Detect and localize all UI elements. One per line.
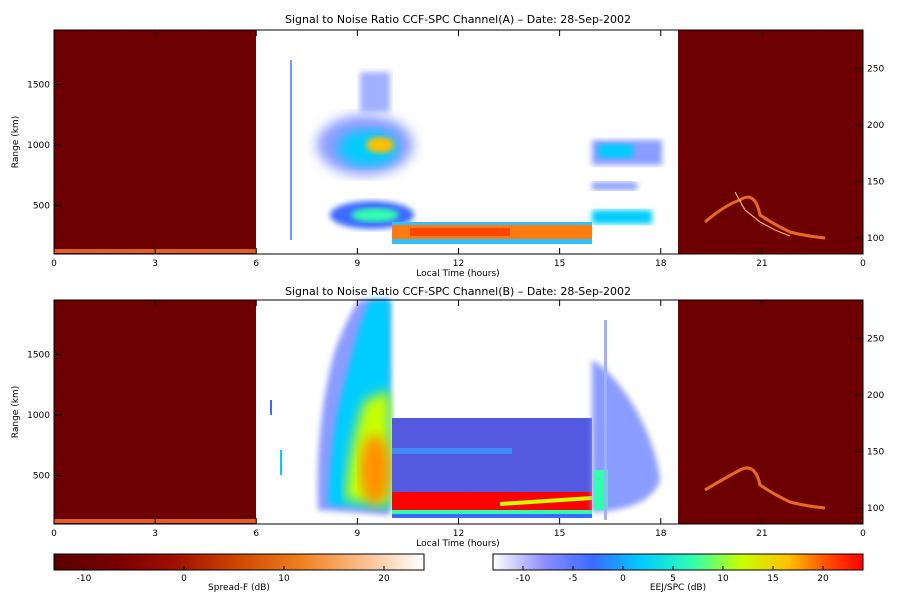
panel-a-ylabel: Range (km) [11,116,21,168]
panel-b-echoes [270,300,660,520]
x-tick-label: 0 [51,529,57,539]
panel-a-spreadf-plume [704,195,826,240]
y-right-tick-label: 150 [867,178,884,188]
y-tick-label: 500 [33,202,50,212]
panel-a-spreadf-right-grain [678,30,863,254]
panel-a-spreadf-left-grain [54,30,256,254]
panel-b-spreadf-left-grain [54,300,256,524]
x-tick-label: 12 [453,259,464,269]
y-tick-label: 1000 [27,411,50,421]
panel-b-x-ticks: 0 3 6 9 12 15 18 21 0 [51,300,866,539]
y-tick-label: 1000 [27,141,50,151]
x-tick-label: 9 [355,529,361,539]
panel-a-echoes [290,60,662,244]
x-tick-label: 3 [152,529,158,539]
x-tick-label: 18 [655,529,667,539]
x-tick-label: 15 [554,529,565,539]
panel-b: Signal to Noise Ratio CCF-SPC Channel(B)… [11,285,884,549]
colorbar-spreadf-label: Spread-F (dB) [208,583,270,593]
x-tick-label: 0 [860,259,866,269]
x-tick-label: 9 [355,259,361,269]
colorbar-tick-label: 0 [181,574,187,584]
colorbar-tick-label: 15 [767,574,778,584]
colorbar-tick-label: 20 [378,574,390,584]
panel-a-x-ticks: 0 3 6 9 12 15 18 21 0 [51,30,866,269]
colorbar-tick-label: -10 [77,574,92,584]
panel-a-title: Signal to Noise Ratio CCF-SPC Channel(A)… [285,13,631,26]
y-right-tick-label: 150 [867,448,884,458]
panel-b-spreadf-plume [704,466,826,510]
x-tick-label: 12 [453,529,464,539]
colorbar-tick-label: 20 [817,574,829,584]
x-tick-label: 15 [554,259,565,269]
colorbar-spreadf-ticks: -10 0 10 20 [77,566,390,584]
y-right-tick-label: 250 [867,64,884,74]
panel-a-y-ticks: 500 1000 1500 [27,80,62,212]
colorbar-eej-label: EEJ/SPC (dB) [650,583,706,593]
colorbar-tick-label: -5 [569,574,578,584]
y-right-tick-label: 100 [867,504,884,514]
y-tick-label: 1500 [27,80,50,90]
colorbar-eej: -10 -5 0 5 10 15 20 EEJ/SPC (dB) [492,553,864,593]
colorbar-spreadf-gradient [53,553,425,571]
x-tick-label: 0 [860,529,866,539]
y-tick-label: 500 [33,472,50,482]
x-tick-label: 21 [756,259,767,269]
y-right-tick-label: 250 [867,334,884,344]
panel-b-xlabel: Local Time (hours) [416,539,499,549]
y-right-tick-label: 100 [867,234,884,244]
y-tick-label: 1500 [27,350,50,360]
colorbar-tick-label: 5 [670,574,676,584]
colorbar-spreadf: -10 0 10 20 Spread-F (dB) [53,553,425,593]
x-tick-label: 6 [253,259,259,269]
panel-a-xlabel: Local Time (hours) [416,269,499,279]
colorbar-eej-gradient [492,553,864,571]
panel-b-ylabel: Range (km) [11,386,21,438]
panel-b-y-right-ticks: 100 150 200 250 [855,334,884,514]
x-tick-label: 18 [655,259,667,269]
panel-a: Signal to Noise Ratio CCF-SPC Channel(A)… [11,13,884,279]
panel-b-y-ticks: 500 1000 1500 [27,350,62,482]
colorbar-tick-label: 10 [717,574,729,584]
panel-a-spreadf-plume-2 [734,191,791,237]
x-tick-label: 21 [756,529,767,539]
panel-a-y-right-ticks: 100 150 200 250 [855,64,884,244]
colorbar-tick-label: -10 [516,574,531,584]
panel-b-title: Signal to Noise Ratio CCF-SPC Channel(B)… [285,285,631,298]
y-right-tick-label: 200 [867,391,884,401]
colorbar-tick-label: 0 [620,574,626,584]
x-tick-label: 3 [152,259,158,269]
x-tick-label: 6 [253,529,259,539]
colorbar-eej-ticks: -10 -5 0 5 10 15 20 [516,566,829,584]
colorbar-tick-label: 10 [278,574,290,584]
x-tick-label: 0 [51,259,57,269]
y-right-tick-label: 200 [867,121,884,131]
